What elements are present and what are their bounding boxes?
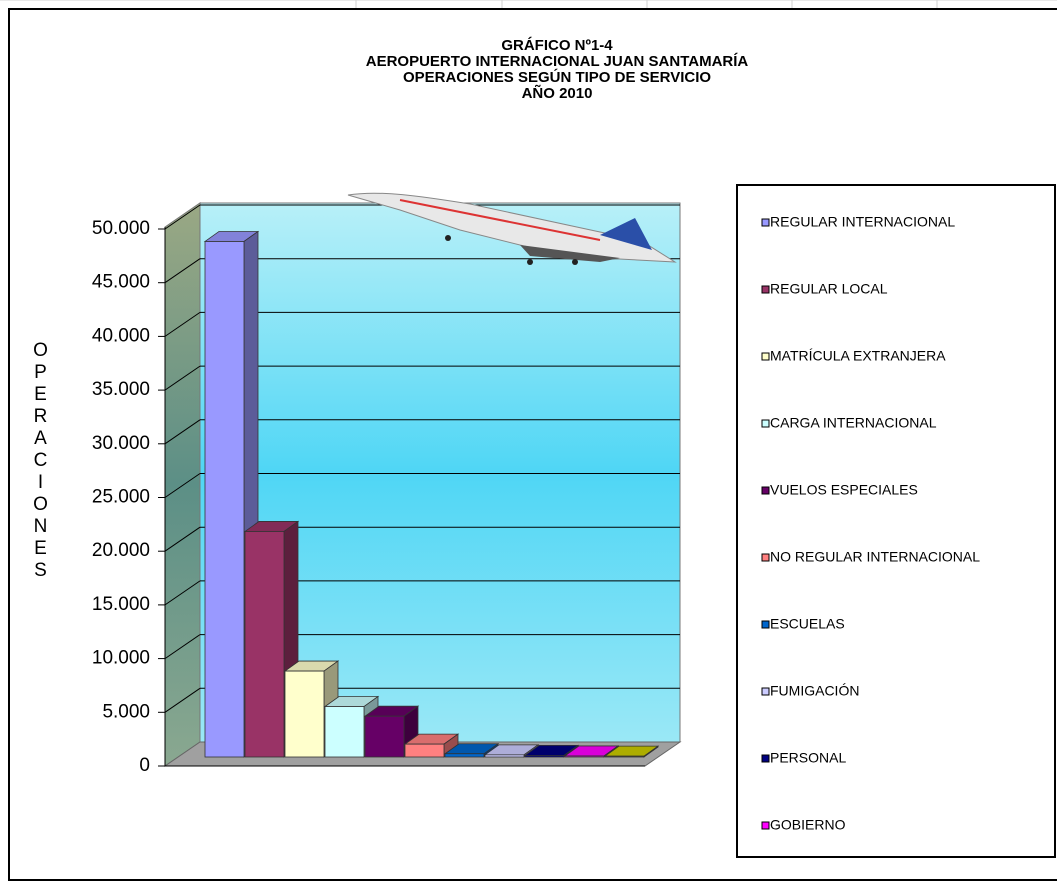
legend-label: MATRÍCULA EXTRANJERA: [770, 348, 946, 364]
legend-label: REGULAR INTERNACIONAL: [770, 214, 955, 230]
y-tick-label: 35.000: [92, 379, 150, 400]
chart-title: AÑO 2010: [522, 84, 593, 102]
legend-label: CARGA INTERNACIONAL: [770, 415, 937, 431]
chart-title: OPERACIONES SEGÚN TIPO DE SERVICIO: [403, 68, 711, 86]
y-tick-label: 40.000: [92, 325, 150, 346]
y-tick-label: 20.000: [92, 540, 150, 561]
legend-swatch: [761, 553, 770, 562]
bar-front: [284, 670, 325, 758]
y-tick-label: 5.000: [102, 701, 150, 722]
bar-front: [364, 715, 405, 758]
airplane: [347, 192, 677, 265]
bars: [203, 230, 660, 758]
grid-line: [164, 419, 201, 445]
bar-front: [444, 753, 485, 758]
y-tick-label: 15.000: [92, 594, 150, 615]
legend-label: FUMIGACIÓN: [770, 683, 859, 699]
legend-swatch: [761, 821, 770, 830]
legend-swatch: [761, 419, 770, 428]
chart-title: AEROPUERTO INTERNACIONAL JUAN SANTAMARÍA: [366, 53, 749, 70]
grid-line: [164, 473, 201, 498]
legend-label: VUELOS ESPECIALES: [770, 482, 918, 498]
legend-swatch: [761, 754, 770, 763]
grid-line: [164, 580, 201, 606]
y-tick-label: 45.000: [92, 272, 150, 293]
bar-front: [404, 743, 445, 758]
legend-swatch: [761, 486, 770, 495]
grid-line: [164, 365, 201, 391]
legend-label: GOBIERNO: [770, 817, 846, 833]
legend-label: NO REGULAR INTERNACIONAL: [770, 549, 980, 565]
y-tick-label: 10.000: [92, 648, 150, 669]
grid-line: [164, 311, 201, 337]
bar-front: [524, 754, 565, 758]
bar: [603, 745, 660, 758]
grid-line: [164, 258, 201, 284]
bar-front: [484, 754, 525, 758]
legend-label: ESCUELAS: [770, 616, 845, 632]
legend-box: [736, 184, 1056, 858]
grid-line: [164, 687, 201, 713]
bar-front: [564, 755, 605, 758]
bar-front: [204, 241, 245, 758]
legend-swatch: [761, 687, 770, 696]
bar-front: [604, 755, 645, 758]
grid-line: [164, 526, 201, 552]
y-axis-label: OPERACIONES: [30, 340, 51, 582]
y-tick-label: 30.000: [92, 433, 150, 454]
bar: [403, 733, 460, 758]
legend-swatch: [761, 218, 770, 227]
grid-line: [164, 634, 201, 660]
y-tick-label: 50.000: [92, 218, 150, 239]
sheet-header: [0, 0, 1057, 9]
chart-title: GRÁFICO Nº1-4: [501, 37, 613, 54]
legend-swatch: [761, 352, 770, 361]
legend-label: PERSONAL: [770, 750, 846, 766]
legend-label: REGULAR LOCAL: [770, 281, 888, 297]
y-tick-label: 0: [139, 755, 150, 776]
grid-line: [164, 204, 201, 230]
bar-front: [244, 531, 285, 758]
bar: [243, 520, 300, 758]
bar-front: [324, 706, 365, 758]
y-tick-label: 25.000: [92, 487, 150, 508]
legend-swatch: [761, 620, 770, 629]
side-wall: [164, 202, 201, 767]
legend-swatch: [761, 285, 770, 294]
